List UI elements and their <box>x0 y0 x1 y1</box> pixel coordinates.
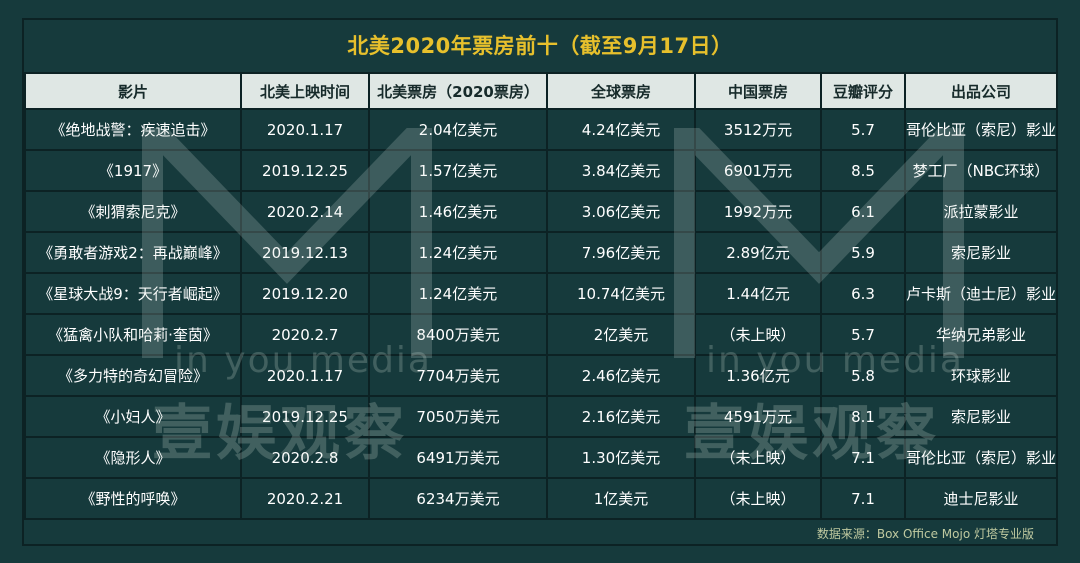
table-row: 《绝地战警：疾速追击》 2020.1.17 2.04亿美元 4.24亿美元 3512万元… <box>24 108 1058 151</box>
cell-na-box-office: 6491万美元 <box>368 436 548 479</box>
cell-douban-rating: 6.3 <box>820 272 906 315</box>
cell-film: 《勇敢者游戏2：再战巅峰》 <box>24 231 242 274</box>
table-row: 《多力特的奇幻冒险》 2020.1.17 7704万美元 2.46亿美元 1.36亿元 5… <box>24 354 1058 397</box>
cell-na-box-office: 1.57亿美元 <box>368 149 548 192</box>
cell-global-box-office: 10.74亿美元 <box>546 272 696 315</box>
page-title: 北美2020年票房前十（截至9月17日） <box>347 34 733 58</box>
watermark-latin-right: in you media <box>706 340 964 381</box>
column-header-douban-rating: 豆瓣评分 <box>820 72 906 110</box>
cell-china-box-office: 1.36亿元 <box>694 354 822 397</box>
cell-na-box-office: 2.04亿美元 <box>368 108 548 151</box>
cell-na-box-office: 7050万美元 <box>368 395 548 438</box>
cell-china-box-office: （未上映） <box>694 477 822 520</box>
cell-film: 《隐形人》 <box>24 436 242 479</box>
cell-studio: 迪士尼影业 <box>904 477 1058 520</box>
cell-film: 《绝地战警：疾速追击》 <box>24 108 242 151</box>
cell-china-box-office: （未上映） <box>694 313 822 356</box>
column-header-global-box-office: 全球票房 <box>546 72 696 110</box>
table-row: 《野性的呼唤》 2020.2.21 6234万美元 1亿美元 （未上映） 7.1 迪士尼影业 <box>24 477 1058 520</box>
cell-china-box-office: 1.44亿元 <box>694 272 822 315</box>
cell-douban-rating: 7.1 <box>820 477 906 520</box>
cell-na-box-office: 7704万美元 <box>368 354 548 397</box>
cell-global-box-office: 1亿美元 <box>546 477 696 520</box>
cell-douban-rating: 8.1 <box>820 395 906 438</box>
cell-film: 《刺猬索尼克》 <box>24 190 242 233</box>
cell-release-date: 2019.12.20 <box>240 272 370 315</box>
column-header-studio: 出品公司 <box>904 72 1058 110</box>
cell-studio: 索尼影业 <box>904 231 1058 274</box>
cell-global-box-office: 2.16亿美元 <box>546 395 696 438</box>
cell-global-box-office: 3.84亿美元 <box>546 149 696 192</box>
cell-film: 《星球大战9：天行者崛起》 <box>24 272 242 315</box>
cell-release-date: 2020.1.17 <box>240 354 370 397</box>
table-header-row: 影片 北美上映时间 北美票房（2020票房） 全球票房 中国票房 豆瓣评分 出品… <box>24 72 1058 110</box>
table-row: 《星球大战9：天行者崛起》 2019.12.20 1.24亿美元 10.74亿美元 1.… <box>24 272 1058 315</box>
cell-film: 《1917》 <box>24 149 242 192</box>
cell-release-date: 2019.12.13 <box>240 231 370 274</box>
cell-studio: 哥伦比亚（索尼）影业 <box>904 436 1058 479</box>
cell-na-box-office: 6234万美元 <box>368 477 548 520</box>
cell-na-box-office: 1.24亿美元 <box>368 231 548 274</box>
table-row: 《猛禽小队和哈莉·奎茵》 2020.2.7 8400万美元 2亿美元 （未上映） 5.7 华… <box>24 313 1058 356</box>
cell-douban-rating: 8.5 <box>820 149 906 192</box>
table-frame: 北美2020年票房前十（截至9月17日） 影片 北美上映时间 北美票房（2020… <box>22 18 1058 546</box>
box-office-table: 影片 北美上映时间 北美票房（2020票房） 全球票房 中国票房 豆瓣评分 出品… <box>24 72 1058 520</box>
cell-global-box-office: 7.96亿美元 <box>546 231 696 274</box>
cell-douban-rating: 6.1 <box>820 190 906 233</box>
column-header-release-date: 北美上映时间 <box>240 72 370 110</box>
cell-studio: 卢卡斯（迪士尼）影业 <box>904 272 1058 315</box>
column-header-film: 影片 <box>24 72 242 110</box>
data-source-note: 数据来源：Box Office Mojo 灯塔专业版 <box>816 527 1034 541</box>
cell-na-box-office: 1.46亿美元 <box>368 190 548 233</box>
table-row: 《1917》 2019.12.25 1.57亿美元 3.84亿美元 6901万元 8.5 梦… <box>24 149 1058 192</box>
cell-film: 《多力特的奇幻冒险》 <box>24 354 242 397</box>
watermark-chinese-left: 壹娱观察 <box>152 399 408 469</box>
column-header-na-box-office: 北美票房（2020票房） <box>368 72 548 110</box>
cell-global-box-office: 3.06亿美元 <box>546 190 696 233</box>
cell-douban-rating: 5.8 <box>820 354 906 397</box>
cell-global-box-office: 1.30亿美元 <box>546 436 696 479</box>
table-row: 《勇敢者游戏2：再战巅峰》 2019.12.13 1.24亿美元 7.96亿美元 2.8… <box>24 231 1058 274</box>
cell-global-box-office: 4.24亿美元 <box>546 108 696 151</box>
cell-studio: 梦工厂（NBC环球） <box>904 149 1058 192</box>
cell-studio: 环球影业 <box>904 354 1058 397</box>
cell-studio: 哥伦比亚（索尼）影业 <box>904 108 1058 151</box>
cell-release-date: 2020.2.8 <box>240 436 370 479</box>
table-row: 《隐形人》 2020.2.8 6491万美元 1.30亿美元 （未上映） 7.1 哥伦比亚（… <box>24 436 1058 479</box>
cell-release-date: 2020.2.14 <box>240 190 370 233</box>
cell-release-date: 2019.12.25 <box>240 149 370 192</box>
cell-china-box-office: 3512万元 <box>694 108 822 151</box>
cell-film: 《猛禽小队和哈莉·奎茵》 <box>24 313 242 356</box>
cell-douban-rating: 7.1 <box>820 436 906 479</box>
cell-studio: 索尼影业 <box>904 395 1058 438</box>
cell-china-box-office: 4591万元 <box>694 395 822 438</box>
cell-china-box-office: 6901万元 <box>694 149 822 192</box>
cell-china-box-office: （未上映） <box>694 436 822 479</box>
cell-douban-rating: 5.7 <box>820 108 906 151</box>
cell-film: 《小妇人》 <box>24 395 242 438</box>
cell-release-date: 2019.12.25 <box>240 395 370 438</box>
table-row: 《小妇人》 2019.12.25 7050万美元 2.16亿美元 4591万元 8.1 索尼… <box>24 395 1058 438</box>
cell-release-date: 2020.2.7 <box>240 313 370 356</box>
cell-douban-rating: 5.7 <box>820 313 906 356</box>
cell-china-box-office: 2.89亿元 <box>694 231 822 274</box>
watermark-m-logo-left <box>142 128 432 358</box>
table-row: 《刺猬索尼克》 2020.2.14 1.46亿美元 3.06亿美元 1992万元 6.1 派… <box>24 190 1058 233</box>
cell-release-date: 2020.1.17 <box>240 108 370 151</box>
watermark-latin-left: in you media <box>174 340 432 381</box>
watermark-chinese-right: 壹娱观察 <box>684 399 940 469</box>
cell-studio: 派拉蒙影业 <box>904 190 1058 233</box>
cell-na-box-office: 1.24亿美元 <box>368 272 548 315</box>
column-header-china-box-office: 中国票房 <box>694 72 822 110</box>
cell-film: 《野性的呼唤》 <box>24 477 242 520</box>
cell-douban-rating: 5.9 <box>820 231 906 274</box>
cell-global-box-office: 2亿美元 <box>546 313 696 356</box>
watermark-m-logo-right <box>674 128 964 358</box>
cell-release-date: 2020.2.21 <box>240 477 370 520</box>
cell-na-box-office: 8400万美元 <box>368 313 548 356</box>
cell-global-box-office: 2.46亿美元 <box>546 354 696 397</box>
cell-studio: 华纳兄弟影业 <box>904 313 1058 356</box>
cell-china-box-office: 1992万元 <box>694 190 822 233</box>
